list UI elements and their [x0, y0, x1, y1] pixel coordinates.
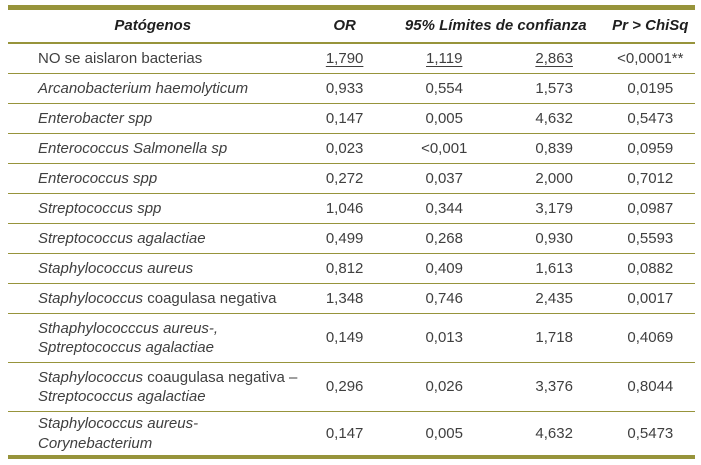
- ci-high-cell: 1,613: [535, 259, 573, 277]
- pathogen-name-segment: coaugulasa negativa –: [143, 368, 298, 386]
- pathogen-cell: Enterococcus Salmonella sp: [8, 137, 303, 161]
- pr-chisq-cell: <0,0001**: [617, 49, 684, 67]
- or-cell: 1,790: [325, 49, 364, 67]
- column-header-confidence-limits: 95% Límites de confianza: [404, 17, 587, 35]
- pr-chisq-cell: 0,0959: [627, 139, 674, 157]
- column-header-or: OR: [333, 17, 356, 35]
- table-row: Staphylococcus coagulasa negativa 1,348 0,…: [8, 284, 695, 314]
- pr-chisq-cell: 0,0017: [627, 289, 674, 307]
- ci-high-cell: 1,573: [535, 79, 573, 97]
- or-cell: 0,499: [325, 229, 364, 247]
- pathogen-cell: Sthaphylococccus aureus-, Sptreptococcus …: [8, 317, 303, 360]
- pathogen-cell: Enterococcus spp: [8, 167, 303, 191]
- or-cell: 0,296: [325, 378, 364, 396]
- table-row: Arcanobacterium haemolyticum 0,933 0,554 1,…: [8, 74, 695, 104]
- ci-low-cell: 0,344: [425, 199, 463, 217]
- ci-high-cell: 2,000: [535, 169, 573, 187]
- ci-low-cell: 0,013: [425, 329, 463, 347]
- table-row: Streptococcus agalactiae 0,499 0,268 0,930 0…: [8, 224, 695, 254]
- ci-low-cell: 1,119: [426, 49, 463, 67]
- table-row: Enterobacter spp 0,147 0,005 4,632 0,5473: [8, 104, 695, 134]
- ci-high-cell: 2,435: [535, 289, 573, 307]
- table-row: Enterococcus Salmonella sp 0,023 <0,001 0,8…: [8, 134, 695, 164]
- table-row: Streptococcus spp 1,046 0,344 3,179 0,0987: [8, 194, 695, 224]
- ci-low-cell: 0,409: [425, 259, 463, 277]
- ci-low-cell: <0,001: [421, 139, 468, 157]
- ci-high-cell: 3,179: [535, 199, 573, 217]
- pathogen-cell: Staphylococcus coagulasa negativa: [8, 287, 303, 311]
- pr-chisq-cell: 0,5593: [627, 229, 674, 247]
- table-row: Staphylococcus aureus 0,812 0,409 1,613 0,08…: [8, 254, 695, 284]
- table-row: Enterococcus spp 0,272 0,037 2,000 0,7012: [8, 164, 695, 194]
- pr-chisq-cell: 0,5473: [627, 109, 674, 127]
- pathogen-name-segment: Arcanobacterium haemolyticum: [38, 79, 249, 97]
- pathogen-name-segment: Staphylococcus aureus- Corynebacterium: [38, 415, 199, 452]
- column-header-pr-chisq: Pr > ChiSq: [612, 17, 689, 35]
- pr-chisq-cell: 0,8044: [627, 378, 674, 396]
- or-cell: 0,147: [325, 109, 364, 127]
- ci-low-cell: 0,746: [425, 289, 463, 307]
- ci-high-cell: 0,839: [535, 139, 573, 157]
- or-cell: 0,272: [325, 169, 364, 187]
- or-cell: 1,046: [325, 199, 364, 217]
- pathogen-name-segment: Staphylococcus: [38, 368, 144, 386]
- or-cell: 0,812: [325, 259, 364, 277]
- ci-low-cell: 0,037: [425, 169, 463, 187]
- pathogen-name-segment: Enterococcus Salmonella sp: [38, 139, 228, 157]
- pathogen-name-segment: NO se aislaron bacterias: [38, 49, 203, 67]
- ci-low-cell: 0,005: [425, 424, 463, 442]
- ci-high-cell: 4,632: [535, 424, 573, 442]
- pathogen-cell: Enterobacter spp: [8, 107, 303, 131]
- or-cell: 0,023: [325, 139, 364, 157]
- table-body: NO se aislaron bacterias 1,790 1,119 2,863 <…: [8, 44, 695, 455]
- pathogen-cell: Staphylococcus aureus- Corynebacterium: [8, 412, 303, 455]
- table-header-row: Patógenos OR 95% Límites de confianza Pr…: [8, 10, 695, 44]
- or-cell: 0,147: [325, 424, 364, 442]
- pathogen-cell: Streptococcus spp: [8, 197, 303, 221]
- pathogen-cell: NO se aislaron bacterias: [8, 47, 303, 71]
- pr-chisq-cell: 0,0987: [627, 199, 674, 217]
- pathogen-name-segment: Sthaphylococccus aureus-,: [38, 319, 219, 337]
- ci-high-cell: 0,930: [535, 229, 573, 247]
- table-row: Staphylococcus aureus- Corynebacterium 0,…: [8, 412, 695, 455]
- table-row: Sthaphylococccus aureus-, Sptreptococcus …: [8, 314, 695, 363]
- pathogen-cell: Streptococcus agalactiae: [8, 227, 303, 251]
- pr-chisq-cell: 0,4069: [627, 329, 674, 347]
- table-row: NO se aislaron bacterias 1,790 1,119 2,863 <…: [8, 44, 695, 74]
- pr-chisq-cell: 0,7012: [627, 169, 674, 187]
- pathogen-name-segment: Enterococcus spp: [38, 169, 158, 187]
- ci-low-cell: 0,005: [425, 109, 463, 127]
- ci-low-cell: 0,026: [425, 378, 463, 396]
- pathogen-cell: Arcanobacterium haemolyticum: [8, 77, 303, 101]
- column-header-pathogens: Patógenos: [114, 17, 192, 35]
- pr-chisq-cell: 0,0882: [627, 259, 674, 277]
- pathogen-name-segment: Streptococcus agalactiae: [38, 388, 206, 405]
- pathogen-name-segment: Staphylococcus aureus: [38, 259, 194, 277]
- table-row: Staphylococcus coaugulasa negativa – Stre…: [8, 363, 695, 412]
- or-cell: 0,933: [325, 79, 364, 97]
- pathogen-cell: Staphylococcus aureus: [8, 257, 303, 281]
- pathogen-name-segment: Staphylococcus: [38, 289, 144, 307]
- pathogen-name-segment: Streptococcus spp: [38, 199, 162, 217]
- ci-low-cell: 0,268: [425, 229, 463, 247]
- pathogen-cell: Staphylococcus coaugulasa negativa – Stre…: [8, 366, 303, 409]
- pathogen-name-segment: Sptreptococcus agalactiae: [38, 339, 214, 356]
- ci-high-cell: 4,632: [535, 109, 573, 127]
- or-cell: 0,149: [325, 329, 364, 347]
- ci-high-cell: 3,376: [535, 378, 573, 396]
- pathogen-name-segment: coagulasa negativa: [143, 289, 277, 307]
- pathogen-name-segment: Streptococcus agalactiae: [38, 229, 206, 247]
- or-cell: 1,348: [325, 289, 364, 307]
- ci-high-cell: 2,863: [535, 49, 573, 67]
- ci-low-cell: 0,554: [425, 79, 463, 97]
- pr-chisq-cell: 0,5473: [627, 424, 674, 442]
- pathogen-or-table: Patógenos OR 95% Límites de confianza Pr…: [8, 5, 695, 459]
- pr-chisq-cell: 0,0195: [627, 79, 674, 97]
- pathogen-name-segment: Enterobacter spp: [38, 109, 153, 127]
- ci-high-cell: 1,718: [535, 329, 573, 347]
